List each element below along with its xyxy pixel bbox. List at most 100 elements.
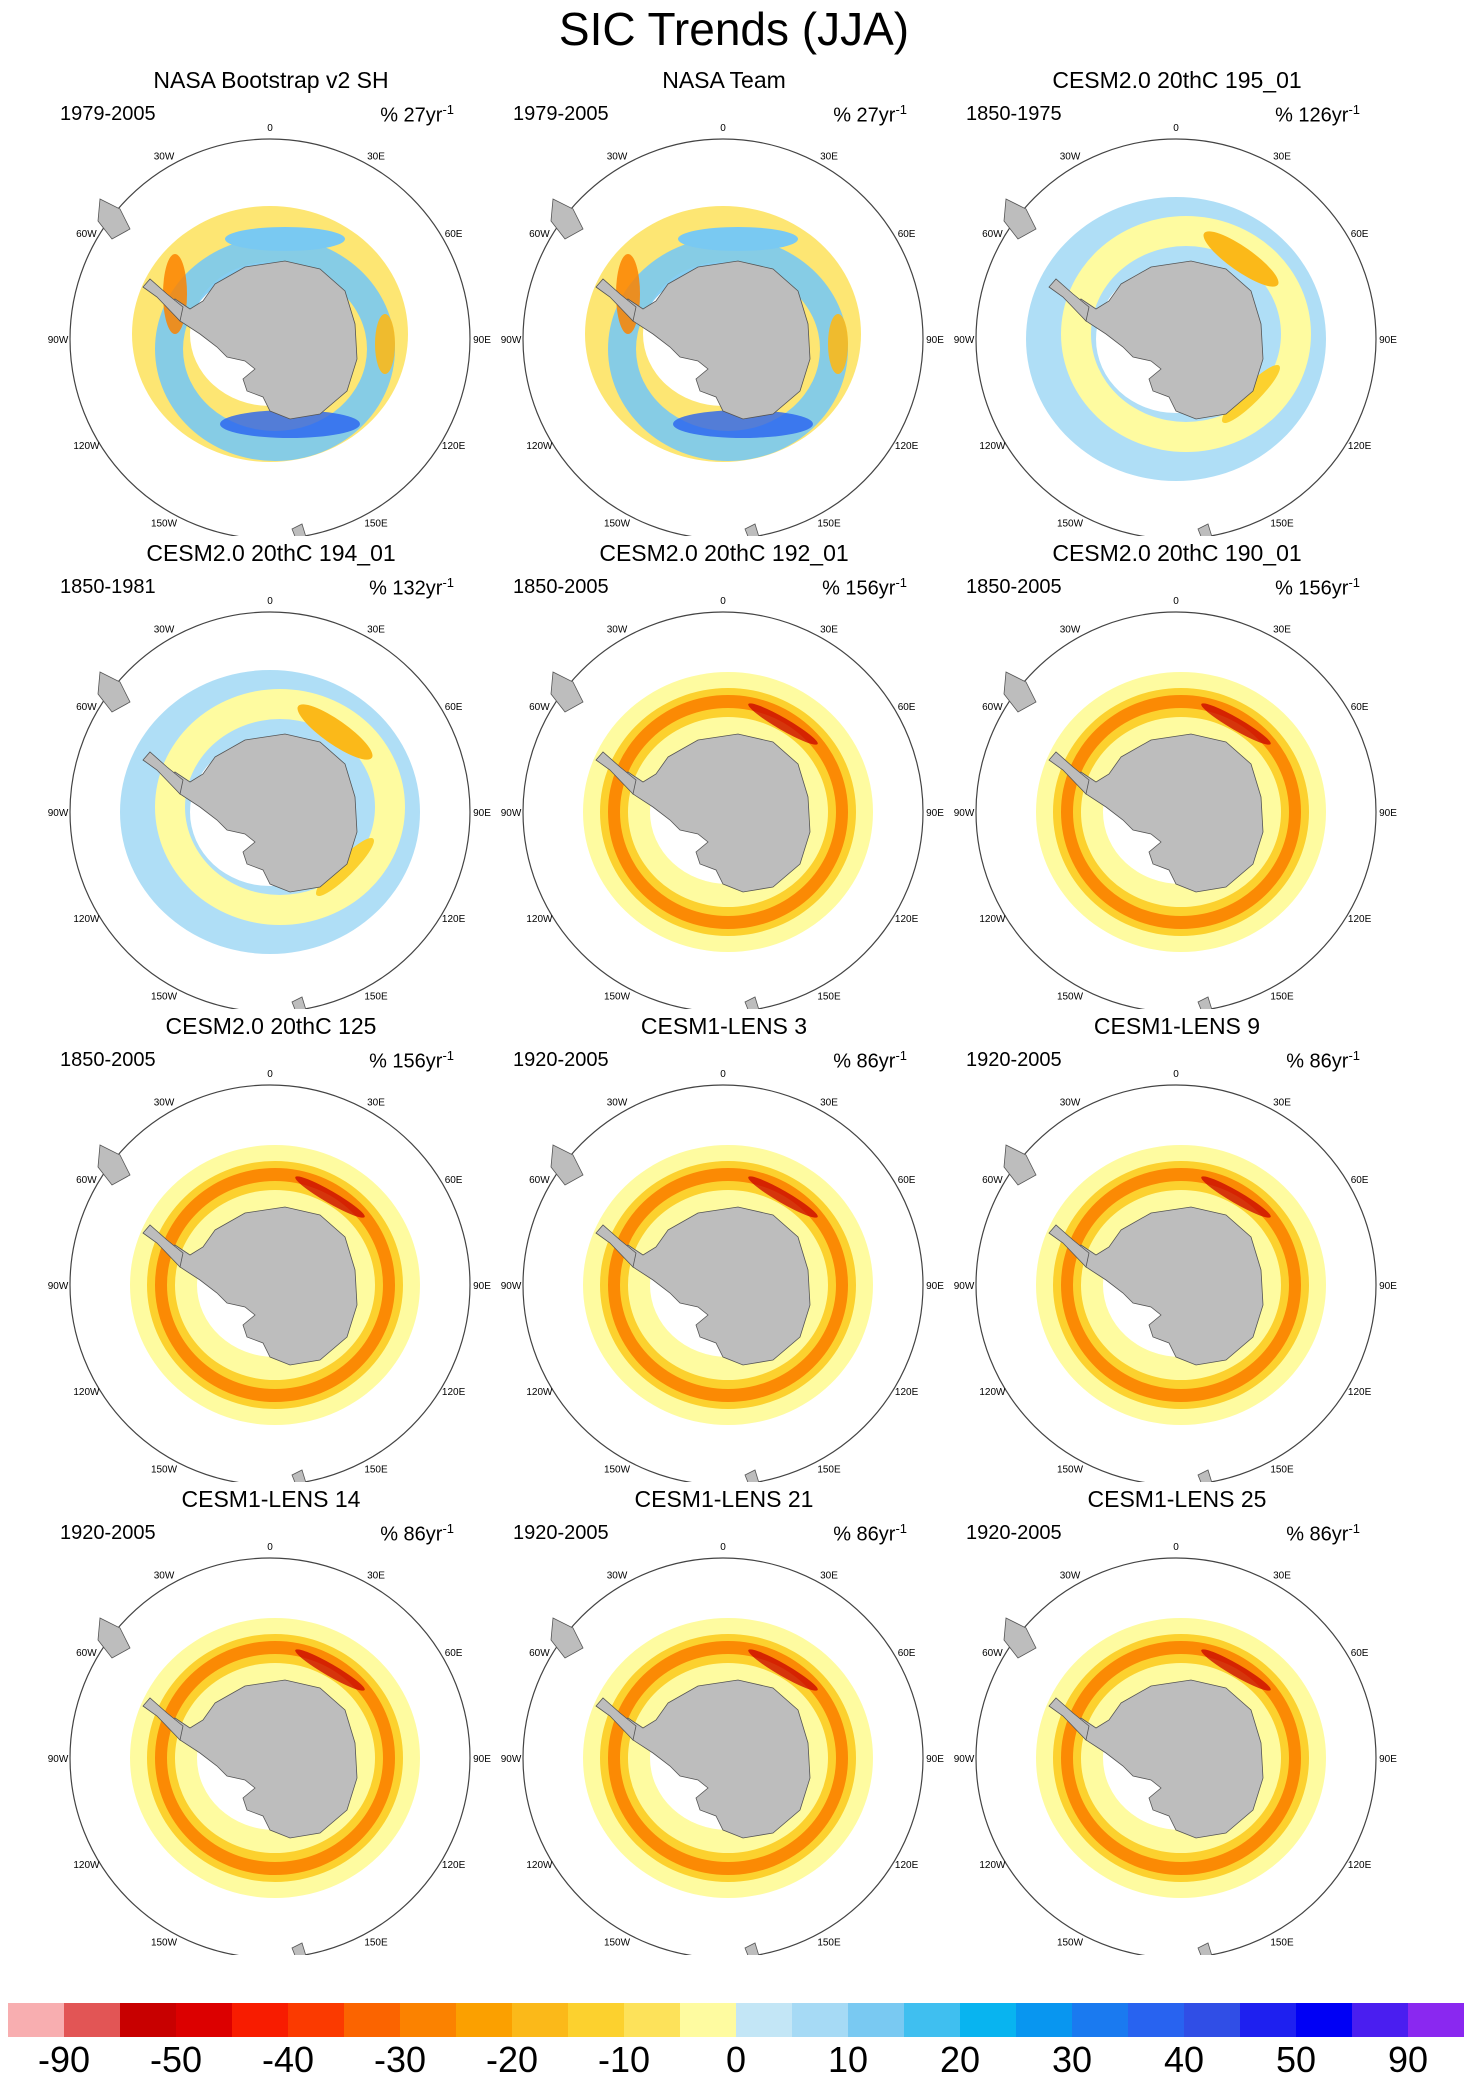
longitude-label-lon_0: 0 xyxy=(720,1542,726,1553)
longitude-label-lon_30w: 30W xyxy=(154,1097,175,1108)
colorbar-tick-label: 0 xyxy=(725,2039,747,2080)
panel-units: % 86yr-1 xyxy=(380,1521,454,1546)
polar-map: 030E60E90E120E150E180150W120W90W60W30W xyxy=(954,1069,1397,1482)
panel-title: CESM2.0 20thC 195_01 xyxy=(1052,67,1302,93)
longitude-label-lon_90e: 90E xyxy=(1379,1281,1397,1292)
longitude-label-lon_30w: 30W xyxy=(1060,151,1081,162)
longitude-label-lon_0: 0 xyxy=(267,1069,273,1080)
longitude-label-lon_120e: 120E xyxy=(442,1860,466,1871)
panel-title: NASA Bootstrap v2 SH xyxy=(153,67,389,93)
longitude-label-lon_90w: 90W xyxy=(954,335,975,346)
panel-period: 1920-2005 xyxy=(966,1049,1062,1071)
longitude-label-lon_60e: 60E xyxy=(445,1648,463,1659)
panel-units: % 86yr-1 xyxy=(1286,1521,1360,1546)
colorbar-swatch xyxy=(1128,2003,1185,2037)
longitude-label-lon_60w: 60W xyxy=(529,1175,550,1186)
colorbar-tick-label: 40 xyxy=(1163,2039,1205,2080)
colorbar-tick-label: 10 xyxy=(827,2039,869,2080)
panel-title: CESM1-LENS 3 xyxy=(640,1013,808,1039)
colorbar-tick-label: 30 xyxy=(1051,2039,1093,2080)
longitude-label-lon_30w: 30W xyxy=(607,1097,628,1108)
longitude-label-lon_60e: 60E xyxy=(1351,1648,1369,1659)
longitude-label-lon_60w: 60W xyxy=(529,702,550,713)
panel-title: CESM2.0 20thC 190_01 xyxy=(1052,540,1302,566)
map-panel: 030E60E90E120E150E180150W120W90W60W30WNA… xyxy=(40,66,502,536)
longitude-label-lon_60e: 60E xyxy=(1351,229,1369,240)
panel-units: % 156yr-1 xyxy=(822,575,907,600)
colorbar-tick-labels: -90 -50 -40 -30 -20 -10 0 10 20 30 40 50 90 xyxy=(8,2040,1464,2080)
longitude-label-lon_60e: 60E xyxy=(1351,1175,1369,1186)
longitude-label-lon_60e: 60E xyxy=(445,229,463,240)
polar-map: 030E60E90E120E150E180150W120W90W60W30W xyxy=(501,1069,944,1482)
colorbar-swatch xyxy=(344,2003,401,2037)
panel-period: 1920-2005 xyxy=(513,1522,609,1544)
longitude-label-lon_30w: 30W xyxy=(154,151,175,162)
longitude-label-lon_90w: 90W xyxy=(954,1754,975,1765)
longitude-label-lon_120e: 120E xyxy=(1348,1860,1372,1871)
longitude-label-lon_60e: 60E xyxy=(898,1175,916,1186)
panel-period: 1850-2005 xyxy=(966,576,1062,598)
colorbar-swatch xyxy=(232,2003,289,2037)
panel-title: CESM1-LENS 9 xyxy=(1093,1013,1261,1039)
panel-title: NASA Team xyxy=(662,67,786,93)
longitude-label-lon_30w: 30W xyxy=(607,151,628,162)
longitude-label-lon_150e: 150E xyxy=(364,992,388,1003)
colorbar-swatch xyxy=(400,2003,457,2037)
longitude-label-lon_30w: 30W xyxy=(1060,624,1081,635)
figure-title: SIC Trends (JJA) xyxy=(558,3,910,55)
longitude-label-lon_30e: 30E xyxy=(1273,1570,1291,1581)
longitude-label-lon_90e: 90E xyxy=(473,808,491,819)
longitude-label-lon_120e: 120E xyxy=(895,441,919,452)
colorbar-swatch xyxy=(1296,2003,1353,2037)
longitude-label-lon_90e: 90E xyxy=(473,1754,491,1765)
panel-period: 1850-1981 xyxy=(60,576,156,598)
longitude-label-lon_30w: 30W xyxy=(1060,1097,1081,1108)
colorbar-swatch xyxy=(1072,2003,1129,2037)
longitude-label-lon_150e: 150E xyxy=(1270,1938,1294,1949)
longitude-label-lon_120e: 120E xyxy=(895,1387,919,1398)
colorbar-swatch xyxy=(1408,2003,1464,2037)
longitude-label-lon_90w: 90W xyxy=(954,808,975,819)
colorbar-swatch xyxy=(960,2003,1017,2037)
longitude-label-lon_150e: 150E xyxy=(364,519,388,530)
longitude-label-lon_150e: 150E xyxy=(1270,992,1294,1003)
polar-map: 030E60E90E120E150E180150W120W90W60W30W xyxy=(501,123,944,536)
longitude-label-lon_30w: 30W xyxy=(154,1570,175,1581)
longitude-label-lon_30e: 30E xyxy=(820,624,838,635)
map-panel: 030E60E90E120E150E180150W120W90W60W30WCE… xyxy=(40,1012,502,1482)
colorbar-tick-label: -20 xyxy=(485,2039,539,2080)
longitude-label-lon_30w: 30W xyxy=(607,624,628,635)
longitude-label-lon_120w: 120W xyxy=(979,914,1006,925)
colorbar-swatch xyxy=(512,2003,569,2037)
longitude-label-lon_30w: 30W xyxy=(1060,1570,1081,1581)
colorbar-swatch xyxy=(176,2003,233,2037)
panel-title: CESM1-LENS 14 xyxy=(181,1486,361,1512)
polar-map: 030E60E90E120E150E180150W120W90W60W30W xyxy=(48,123,491,536)
longitude-label-lon_60e: 60E xyxy=(898,702,916,713)
colorbar-swatch xyxy=(1352,2003,1409,2037)
longitude-label-lon_90e: 90E xyxy=(926,1754,944,1765)
map-panel: 030E60E90E120E150E180150W120W90W60W30WCE… xyxy=(946,1485,1408,1955)
colorbar-tick-label: -10 xyxy=(597,2039,651,2080)
longitude-label-lon_120e: 120E xyxy=(1348,914,1372,925)
longitude-label-lon_0: 0 xyxy=(1173,1069,1179,1080)
longitude-label-lon_60w: 60W xyxy=(529,229,550,240)
longitude-label-lon_30e: 30E xyxy=(1273,1097,1291,1108)
panel-units: % 27yr-1 xyxy=(380,102,454,127)
longitude-label-lon_60w: 60W xyxy=(76,702,97,713)
longitude-label-lon_120e: 120E xyxy=(1348,441,1372,452)
longitude-label-lon_60w: 60W xyxy=(982,1175,1003,1186)
longitude-label-lon_150w: 150W xyxy=(151,519,178,530)
polar-map: 030E60E90E120E150E180150W120W90W60W30W xyxy=(501,1542,944,1955)
longitude-label-lon_150e: 150E xyxy=(1270,519,1294,530)
panel-title: CESM2.0 20thC 125 xyxy=(165,1013,377,1039)
longitude-label-lon_150e: 150E xyxy=(364,1465,388,1476)
polar-map: 030E60E90E120E150E180150W120W90W60W30W xyxy=(501,596,944,1009)
polar-map: 030E60E90E120E150E180150W120W90W60W30W xyxy=(954,123,1397,536)
map-panel: 030E60E90E120E150E180150W120W90W60W30WCE… xyxy=(946,66,1408,536)
colorbar-swatch xyxy=(120,2003,177,2037)
map-panel: 030E60E90E120E150E180150W120W90W60W30WCE… xyxy=(946,539,1408,1009)
colorbar-tick-label: -40 xyxy=(261,2039,315,2080)
longitude-label-lon_30e: 30E xyxy=(367,151,385,162)
longitude-label-lon_150w: 150W xyxy=(604,1938,631,1949)
